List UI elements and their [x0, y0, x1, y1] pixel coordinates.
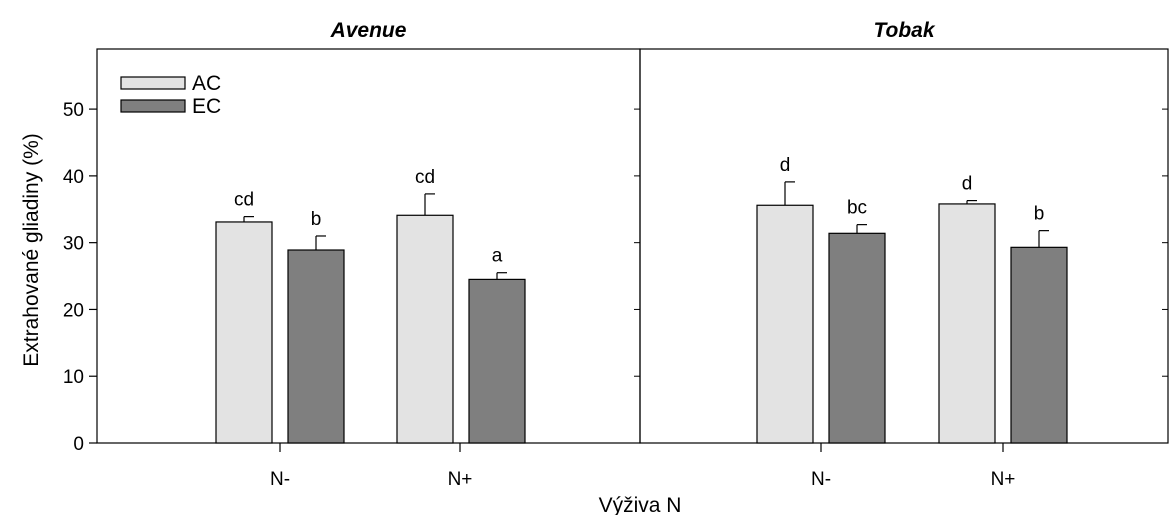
y-tick-label: 30: [63, 234, 84, 255]
y-axis-label: Extrahované gliadiny (%): [20, 133, 43, 366]
y-tick-label: 50: [63, 100, 84, 121]
y-tick-label: 20: [63, 300, 84, 321]
bar-ac: [215, 221, 273, 444]
panel-title: Tobak: [873, 19, 935, 42]
legend-swatch-ec: [120, 99, 186, 113]
significance-label: a: [492, 246, 503, 267]
significance-label: d: [962, 174, 973, 195]
y-tick-label: 0: [73, 434, 84, 455]
significance-label: d: [780, 155, 791, 176]
x-axis-label: Výživa N: [599, 494, 682, 515]
significance-label: cd: [234, 190, 254, 211]
bar-ec: [828, 232, 886, 444]
significance-label: cd: [415, 167, 435, 188]
plot-area: Avenue 0 10 20 30 40 50 N-cd b N+ cd a Tobak N-d bc N+ d…: [63, 19, 1169, 490]
bar-ec: [287, 249, 345, 444]
x-tick-label: N+: [448, 469, 473, 490]
panel-frame: [639, 48, 1169, 444]
bar-ec: [1010, 246, 1068, 444]
y-tick-label: 40: [63, 167, 84, 188]
legend-label-ac: AC: [192, 72, 221, 95]
legend-swatch-ac: [120, 76, 186, 90]
bar-ac: [938, 203, 996, 444]
significance-label: bc: [847, 198, 867, 219]
bar-ec: [468, 278, 526, 444]
bar-ac: [396, 214, 454, 444]
panel-title: Avenue: [330, 19, 407, 42]
x-tick-label: N+: [991, 469, 1016, 490]
x-tick-label: N-: [270, 469, 290, 490]
x-tick-label: N-: [811, 469, 831, 490]
significance-label: b: [311, 209, 322, 230]
significance-label: b: [1034, 204, 1045, 225]
y-tick-label: 10: [63, 367, 84, 388]
legend-label-ec: EC: [192, 95, 221, 118]
bar-ac: [756, 204, 814, 444]
